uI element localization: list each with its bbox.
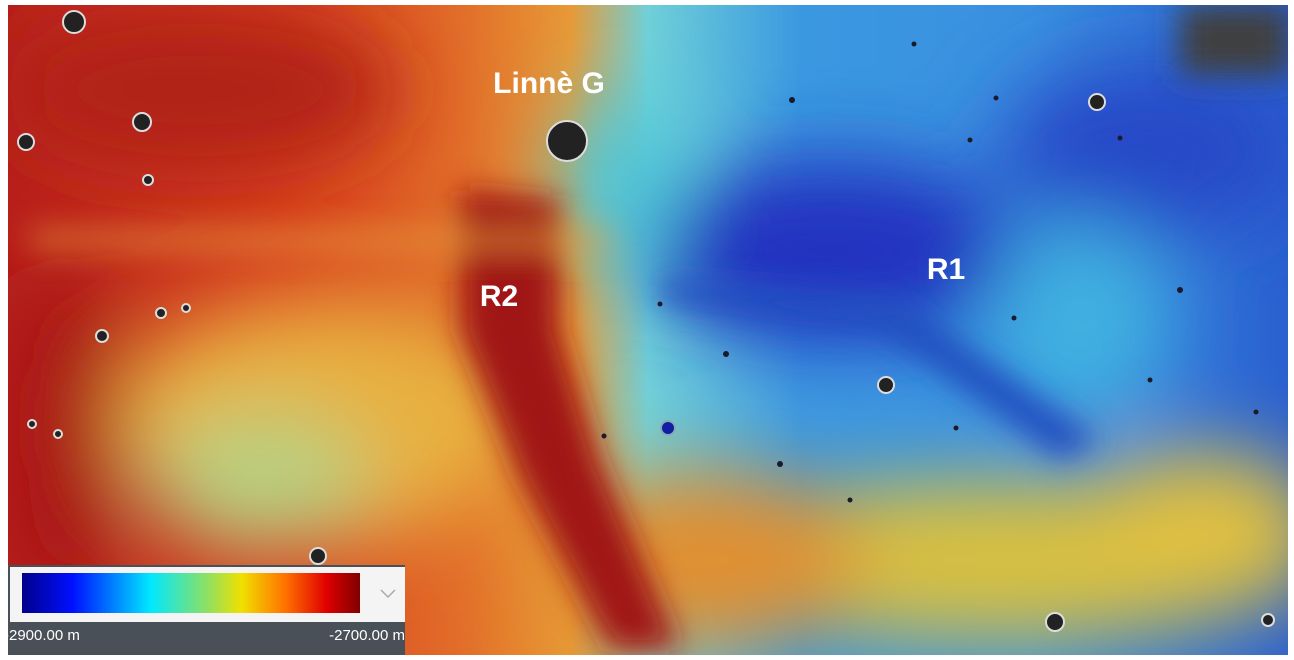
legend-max-label: -2700.00 m [329, 627, 405, 644]
color-scale [22, 573, 360, 613]
place-label: Linnè G [493, 67, 605, 100]
elevation-map [0, 5, 1294, 655]
page: Linnè G R2 R1 -2900.00 m -2700.00 m (() … [0, 0, 1294, 660]
map-view: Linnè G R2 R1 -2900.00 m -2700.00 m [0, 0, 1294, 660]
legend-min-label: -2900.00 m [4, 627, 80, 644]
place-label: R1 [927, 253, 965, 286]
place-label: R2 [480, 280, 518, 313]
legend-dropdown[interactable] [372, 578, 402, 608]
elevation-legend: -2900.00 m -2700.00 m [4, 565, 405, 655]
